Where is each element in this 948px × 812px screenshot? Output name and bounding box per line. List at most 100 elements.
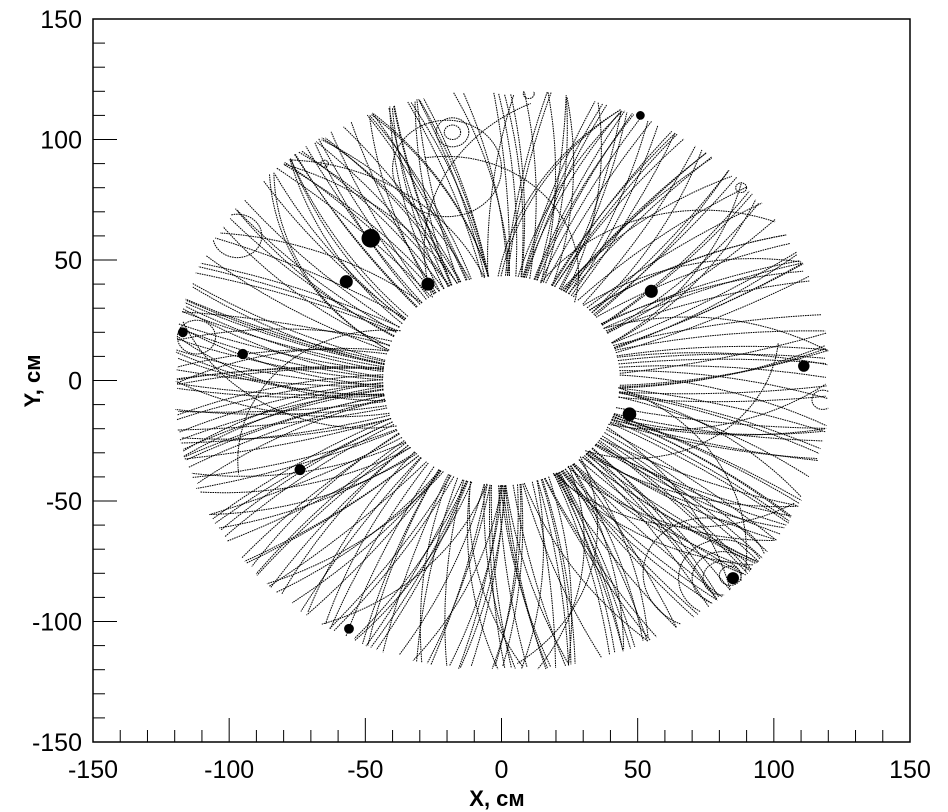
track-path bbox=[459, 485, 506, 668]
track-path bbox=[570, 125, 659, 297]
track-path bbox=[325, 457, 422, 624]
track-path bbox=[553, 474, 611, 655]
track-path bbox=[614, 330, 826, 351]
track-path bbox=[185, 305, 384, 371]
track-path bbox=[540, 209, 776, 284]
track-blob bbox=[294, 464, 306, 476]
track-path bbox=[275, 469, 441, 593]
track-blob bbox=[726, 572, 739, 585]
x-tick-labels: -150 -100 -50 0 50 100 150 bbox=[68, 756, 931, 784]
track-blob bbox=[344, 623, 354, 634]
track-path bbox=[329, 462, 429, 629]
track-path bbox=[619, 391, 821, 450]
track-path bbox=[605, 280, 810, 332]
track-path bbox=[184, 302, 385, 366]
track-path bbox=[281, 444, 409, 595]
x-tick-label: -100 bbox=[204, 756, 254, 784]
track-path bbox=[593, 176, 738, 315]
track-blob bbox=[237, 348, 248, 360]
track-path bbox=[370, 480, 468, 648]
track-path bbox=[567, 156, 713, 295]
track-path bbox=[329, 475, 452, 629]
track-path bbox=[520, 480, 544, 670]
track-path bbox=[220, 232, 423, 304]
track-path bbox=[185, 299, 385, 365]
track-path bbox=[591, 169, 730, 314]
track-blob bbox=[339, 275, 353, 289]
track-path bbox=[619, 345, 825, 389]
track-path bbox=[522, 483, 602, 658]
track-path bbox=[175, 380, 390, 418]
track-path bbox=[345, 466, 435, 637]
track-path bbox=[537, 465, 585, 670]
track-path bbox=[585, 453, 759, 564]
track-path bbox=[564, 468, 648, 642]
track-path bbox=[416, 99, 460, 283]
track-path bbox=[490, 484, 512, 668]
track-path bbox=[301, 150, 445, 290]
track-path bbox=[540, 479, 572, 665]
track-path bbox=[391, 107, 445, 290]
track-path bbox=[373, 113, 490, 277]
track-path bbox=[619, 365, 826, 378]
track-path bbox=[811, 389, 829, 410]
track-path bbox=[613, 414, 800, 505]
track-path bbox=[210, 453, 418, 515]
track-path bbox=[289, 157, 409, 317]
track-path bbox=[177, 349, 388, 368]
track-path bbox=[350, 121, 437, 294]
track-path bbox=[274, 173, 405, 321]
track-path bbox=[517, 456, 598, 665]
track-path bbox=[343, 126, 462, 283]
track-path bbox=[419, 99, 489, 277]
track-path bbox=[584, 455, 710, 608]
track-path bbox=[382, 474, 449, 653]
track-path bbox=[365, 479, 464, 647]
track-path bbox=[507, 92, 552, 276]
track-path bbox=[677, 539, 761, 612]
track-path bbox=[606, 426, 731, 589]
track-path bbox=[369, 116, 435, 295]
track-path bbox=[410, 102, 489, 277]
track-path bbox=[498, 485, 528, 668]
track-path bbox=[614, 254, 798, 350]
track-path bbox=[241, 433, 400, 559]
track-blob bbox=[798, 360, 810, 372]
track-path bbox=[199, 446, 412, 494]
track-path bbox=[505, 485, 569, 664]
track-path bbox=[601, 190, 750, 326]
track-path bbox=[691, 551, 752, 604]
track-path bbox=[178, 347, 389, 383]
track-path bbox=[523, 103, 603, 278]
track-path bbox=[375, 480, 469, 651]
track-path bbox=[283, 163, 458, 284]
track-path bbox=[542, 96, 568, 283]
track-path bbox=[562, 469, 699, 615]
track-path bbox=[388, 107, 449, 288]
track-path bbox=[177, 367, 384, 385]
track-path bbox=[573, 463, 753, 570]
track-path bbox=[185, 298, 386, 363]
track-path bbox=[256, 442, 407, 576]
track-path bbox=[616, 345, 828, 357]
track-path bbox=[354, 480, 467, 639]
track-path bbox=[321, 137, 461, 283]
track-path bbox=[449, 485, 503, 667]
track-path bbox=[562, 157, 712, 292]
track-path bbox=[577, 186, 747, 301]
track-path bbox=[583, 258, 802, 306]
track-path bbox=[594, 444, 781, 535]
track-path bbox=[536, 113, 633, 281]
track-path bbox=[423, 98, 490, 277]
track-path bbox=[557, 472, 631, 649]
track-path bbox=[491, 483, 522, 669]
track-path bbox=[600, 437, 760, 563]
track-path bbox=[525, 104, 608, 279]
plot-frame bbox=[92, 18, 911, 743]
track-path bbox=[560, 111, 628, 290]
track-path bbox=[619, 332, 827, 374]
track-path bbox=[502, 485, 548, 669]
track-path bbox=[586, 202, 763, 309]
track-path bbox=[504, 94, 524, 278]
track-path bbox=[718, 565, 742, 586]
